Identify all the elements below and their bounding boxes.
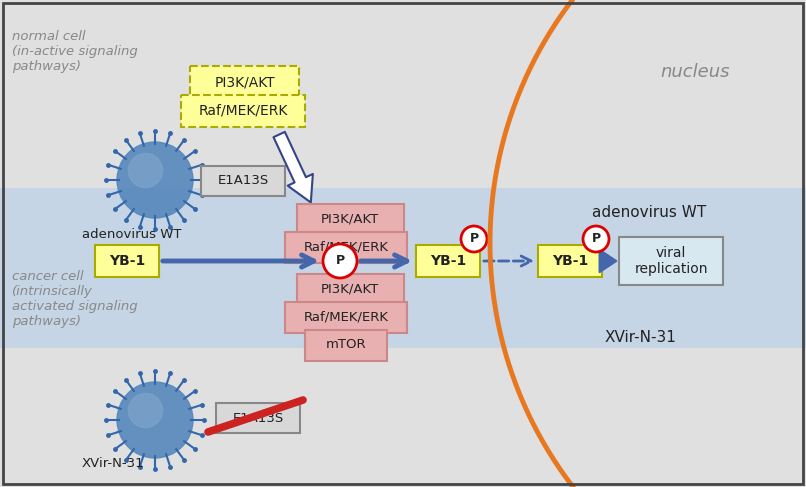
Text: YB-1: YB-1: [430, 254, 466, 268]
Text: E1A13S: E1A13S: [218, 174, 268, 187]
Text: adenovirus WT: adenovirus WT: [592, 205, 706, 220]
Text: P: P: [469, 232, 479, 245]
Text: XVir-N-31: XVir-N-31: [82, 457, 144, 470]
FancyArrowPatch shape: [273, 132, 313, 203]
FancyBboxPatch shape: [297, 204, 404, 235]
FancyBboxPatch shape: [538, 245, 602, 277]
Text: Raf/MEK/ERK: Raf/MEK/ERK: [304, 241, 388, 254]
Circle shape: [117, 142, 193, 218]
Text: E1A13S: E1A13S: [232, 412, 284, 425]
Text: normal cell
(in-active signaling
pathways): normal cell (in-active signaling pathway…: [12, 30, 138, 73]
Circle shape: [323, 244, 357, 278]
Text: PI3K/AKT: PI3K/AKT: [321, 282, 379, 296]
Circle shape: [461, 226, 487, 252]
Text: nucleus: nucleus: [660, 63, 729, 81]
FancyBboxPatch shape: [305, 330, 387, 361]
Circle shape: [128, 393, 163, 428]
Circle shape: [583, 226, 609, 252]
Text: mTOR: mTOR: [326, 338, 366, 352]
FancyBboxPatch shape: [0, 188, 806, 348]
FancyBboxPatch shape: [416, 245, 480, 277]
Text: cancer cell
(intrinsically
activated signaling
pathways): cancer cell (intrinsically activated sig…: [12, 270, 138, 328]
Circle shape: [117, 382, 193, 458]
FancyBboxPatch shape: [619, 237, 723, 285]
FancyArrowPatch shape: [600, 250, 617, 272]
FancyBboxPatch shape: [201, 166, 285, 196]
FancyBboxPatch shape: [285, 302, 407, 333]
Circle shape: [128, 153, 163, 187]
Text: YB-1: YB-1: [109, 254, 145, 268]
FancyBboxPatch shape: [181, 95, 305, 127]
Text: YB-1: YB-1: [552, 254, 588, 268]
Text: Raf/MEK/ERK: Raf/MEK/ERK: [304, 311, 388, 323]
FancyBboxPatch shape: [297, 274, 404, 305]
FancyBboxPatch shape: [216, 403, 300, 433]
FancyBboxPatch shape: [95, 245, 159, 277]
Text: viral
replication: viral replication: [634, 246, 708, 276]
FancyBboxPatch shape: [190, 66, 299, 98]
FancyBboxPatch shape: [285, 232, 407, 263]
Text: P: P: [335, 255, 344, 267]
Text: Raf/MEK/ERK: Raf/MEK/ERK: [198, 104, 288, 118]
Text: PI3K/AKT: PI3K/AKT: [214, 75, 275, 89]
Text: P: P: [592, 232, 600, 245]
Text: PI3K/AKT: PI3K/AKT: [321, 212, 379, 225]
Text: XVir-N-31: XVir-N-31: [605, 330, 677, 345]
Text: adenovirus WT: adenovirus WT: [82, 228, 181, 241]
